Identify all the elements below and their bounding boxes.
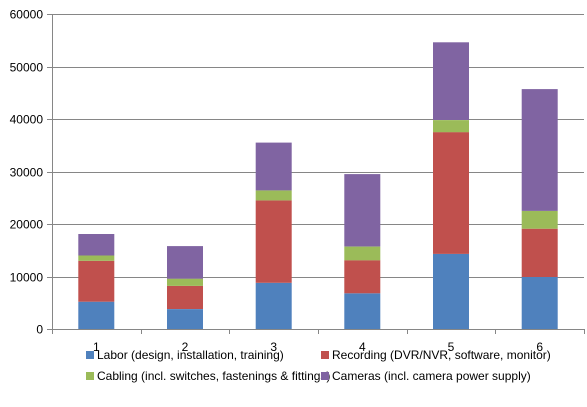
bar-segment-series-2-category-4: [344, 260, 381, 294]
y-tick-label: 20000: [10, 218, 44, 232]
x-tick-label: 4: [359, 340, 366, 354]
y-tick-label: 30000: [10, 166, 44, 180]
x-tick-label: 6: [536, 340, 543, 354]
bar-segment-series-3-category-5: [433, 120, 469, 133]
bar-segment-series-1-category-2: [167, 309, 203, 329]
bar-segment-series-1-category-1: [78, 301, 115, 329]
bar-segment-series-4-category-4: [344, 174, 381, 247]
gridlines: [52, 14, 584, 278]
bar-segment-series-2-category-1: [78, 260, 115, 302]
bar-segment-series-3-category-6: [521, 210, 558, 229]
x-tick-label: 2: [182, 340, 189, 354]
y-tick-label: 60000: [10, 8, 44, 22]
bar-segment-series-4-category-1: [78, 234, 115, 256]
legend-swatch: [321, 372, 329, 380]
legend-label: Recording (DVR/NVR, software, monitor): [332, 348, 551, 362]
y-tick-label: 10000: [10, 271, 44, 285]
y-tick-label: 50000: [10, 61, 44, 75]
legend-swatch: [86, 351, 94, 359]
bar-segment-series-4-category-2: [167, 246, 203, 279]
legend-swatch: [86, 372, 94, 380]
x-tick-label: 5: [448, 340, 455, 354]
bar-segment-series-1-category-6: [521, 277, 558, 329]
bar-segment-series-3-category-4: [344, 246, 381, 261]
bar-segment-series-2-category-5: [433, 132, 469, 254]
axes: [47, 14, 585, 334]
bar-segment-series-2-category-3: [255, 200, 292, 283]
bar-segment-series-2-category-2: [167, 285, 203, 309]
legend: Labor (design, installation, training) Re…: [86, 348, 551, 383]
bar-segment-series-2-category-6: [521, 228, 558, 277]
bar-segment-series-3-category-2: [167, 278, 203, 286]
legend-label: Labor (design, installation, training): [97, 348, 284, 362]
y-tick-label: 0: [36, 323, 43, 337]
legend-label: Cameras (incl. camera power supply): [332, 369, 531, 383]
bar-segment-series-4-category-6: [521, 89, 558, 211]
bar-segment-series-3-category-3: [255, 190, 292, 201]
x-tick-label: 1: [93, 340, 100, 354]
bar-segment-series-1-category-4: [344, 293, 381, 329]
legend-label: Cabling (incl. switches, fastenings & fi…: [97, 369, 330, 383]
tick-labels: 0 10000 20000 30000 40000 50000 60000 1 2 3 4 5 6: [10, 8, 544, 355]
bars: [78, 42, 558, 329]
y-tick-label: 40000: [10, 113, 44, 127]
bar-segment-series-4-category-3: [255, 142, 292, 191]
legend-swatch: [321, 351, 329, 359]
x-tick-label: 3: [270, 340, 277, 354]
bar-segment-series-1-category-3: [255, 282, 292, 329]
bar-segment-series-1-category-5: [433, 253, 469, 329]
bar-segment-series-3-category-1: [78, 255, 115, 261]
bar-segment-series-4-category-5: [433, 42, 469, 120]
